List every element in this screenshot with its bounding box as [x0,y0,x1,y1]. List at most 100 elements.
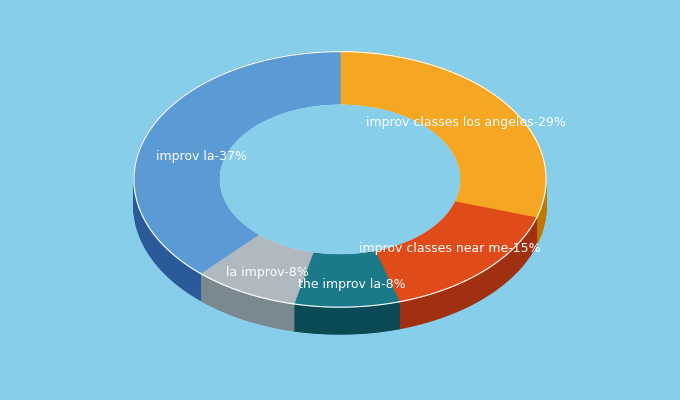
Polygon shape [331,253,332,280]
Polygon shape [407,300,409,327]
Polygon shape [410,239,411,266]
Polygon shape [233,212,235,241]
Polygon shape [334,307,335,334]
Polygon shape [478,273,480,301]
Polygon shape [538,212,539,242]
Polygon shape [211,279,213,307]
Polygon shape [407,240,409,267]
Polygon shape [242,292,243,319]
Polygon shape [331,307,333,334]
Polygon shape [291,247,292,274]
Polygon shape [322,307,323,334]
Polygon shape [339,254,341,280]
Polygon shape [305,250,306,277]
Polygon shape [234,289,235,316]
Polygon shape [315,252,316,279]
Polygon shape [437,292,439,319]
Polygon shape [312,252,313,278]
Polygon shape [183,262,187,292]
Polygon shape [235,289,236,316]
Polygon shape [350,253,352,280]
Polygon shape [134,52,340,273]
Polygon shape [350,307,352,334]
Polygon shape [430,294,432,321]
Polygon shape [487,268,489,296]
Polygon shape [295,248,296,275]
Polygon shape [153,233,156,263]
Polygon shape [421,233,422,260]
Polygon shape [438,222,439,249]
Polygon shape [158,240,161,270]
Polygon shape [370,251,371,278]
Polygon shape [317,252,318,279]
Polygon shape [388,304,389,330]
Polygon shape [423,232,424,259]
Polygon shape [496,262,498,290]
Polygon shape [483,270,486,298]
Polygon shape [283,244,284,272]
Polygon shape [543,197,544,227]
Polygon shape [395,302,396,329]
Polygon shape [150,229,153,260]
Polygon shape [513,248,514,276]
Text: the improv la-8%: the improv la-8% [298,278,405,291]
Polygon shape [260,297,262,324]
Polygon shape [379,249,380,276]
Polygon shape [373,250,375,277]
Polygon shape [224,285,226,312]
Polygon shape [464,280,466,308]
Polygon shape [428,294,430,322]
Polygon shape [392,246,394,273]
Polygon shape [504,256,505,284]
Polygon shape [245,293,247,320]
Polygon shape [253,295,254,322]
Polygon shape [215,281,216,308]
Polygon shape [308,251,309,278]
Polygon shape [343,254,344,280]
Polygon shape [316,252,317,279]
Polygon shape [395,245,396,272]
Polygon shape [237,216,238,245]
Polygon shape [347,307,349,334]
Polygon shape [466,279,469,307]
Polygon shape [220,283,221,311]
Polygon shape [241,291,242,318]
Polygon shape [349,253,350,280]
Polygon shape [282,302,283,329]
Polygon shape [369,251,370,278]
Polygon shape [286,303,287,330]
Polygon shape [258,296,259,324]
Polygon shape [454,200,455,229]
Polygon shape [401,242,403,270]
Polygon shape [524,236,525,264]
Polygon shape [518,242,519,271]
Polygon shape [519,241,520,269]
Polygon shape [244,224,247,252]
Polygon shape [413,298,416,326]
Polygon shape [328,307,330,334]
Polygon shape [191,268,196,298]
Polygon shape [343,307,345,334]
Polygon shape [356,307,357,334]
Polygon shape [146,222,148,252]
Polygon shape [303,305,304,332]
Polygon shape [399,301,402,328]
Polygon shape [302,250,303,276]
Polygon shape [284,302,286,330]
Polygon shape [469,278,471,306]
Polygon shape [137,203,139,234]
Polygon shape [165,246,168,276]
Polygon shape [333,307,334,334]
Polygon shape [362,306,364,333]
Polygon shape [396,244,397,272]
Polygon shape [259,297,260,324]
Polygon shape [320,252,321,279]
Polygon shape [380,249,381,276]
Polygon shape [357,253,358,280]
Polygon shape [452,286,454,314]
Polygon shape [508,252,510,280]
Polygon shape [143,218,146,249]
Polygon shape [415,236,417,264]
Polygon shape [364,306,365,333]
Polygon shape [221,284,222,311]
